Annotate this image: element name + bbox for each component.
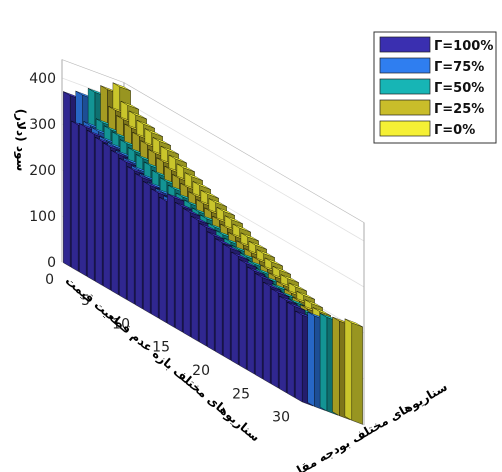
bar-face-top [200, 190, 219, 199]
bar-face-top [287, 302, 306, 311]
bar-face-left [127, 166, 135, 305]
bar-face-left [332, 316, 340, 417]
bar-face-top [280, 274, 299, 283]
bar-face-top [223, 244, 242, 253]
legend-entry: Γ=75% [434, 60, 484, 75]
bar-face-top [296, 291, 315, 300]
chart-bars [63, 82, 363, 425]
bar-face-top [263, 282, 282, 291]
x-tick-label: 20 [192, 363, 210, 379]
bar-face-top [208, 198, 227, 207]
x-tick-label: 5 [81, 293, 90, 309]
z-axis-label: سود (دلار) [13, 109, 28, 172]
bar-face-top [264, 257, 283, 267]
x-tick-label: 25 [232, 386, 250, 402]
z-tick-label: 0 [47, 255, 56, 271]
legend-entry: Γ=50% [434, 81, 484, 96]
chart-ticks: 0 100 200 300 400 0 5 10 15 20 25 30 [29, 71, 290, 426]
x-tick-label: 0 [45, 272, 54, 288]
bar-face-top [272, 266, 291, 275]
bar-face-top [168, 154, 187, 164]
bar-face-top [240, 232, 259, 242]
bar-face-left [263, 281, 271, 384]
bar-face-left [215, 238, 223, 356]
bar-face-left [135, 173, 143, 309]
bar-face-left [87, 129, 95, 281]
bar-face-left [95, 136, 103, 286]
bar-face-left [279, 295, 287, 393]
bar-face-left [143, 181, 151, 314]
bar-face-left [287, 301, 295, 398]
legend-entry: Γ=100% [434, 39, 493, 54]
bar-face-left [183, 208, 191, 337]
bar-face-left [207, 231, 215, 351]
bar-face-top [304, 299, 323, 308]
legend-swatch [379, 36, 431, 53]
bar-face-right [351, 322, 363, 425]
bar-face-left [63, 91, 71, 267]
bar-face-top [232, 223, 251, 233]
bar-face-top [288, 282, 307, 292]
bar-face-left [167, 193, 175, 328]
bar-face-top [176, 163, 195, 172]
bar-face-left [79, 123, 87, 277]
bar-face-top [184, 172, 203, 181]
bar-face-top [312, 307, 331, 316]
bar-face-left [239, 259, 247, 370]
legend-swatch [379, 57, 431, 74]
bar-face-top [192, 181, 211, 190]
legend-entry: Γ=25% [434, 102, 484, 117]
z-tick-label: 400 [29, 71, 56, 87]
bar [344, 318, 363, 425]
bar-face-left [111, 149, 119, 295]
bar-face-left [199, 222, 207, 347]
legend-swatch [379, 78, 431, 95]
bar-face-left [223, 243, 231, 361]
bar-face-top [248, 241, 267, 250]
bar-face-left [103, 142, 111, 291]
bar-face-left [247, 266, 255, 375]
bar-face-top [279, 295, 298, 305]
bar-face-left [175, 202, 183, 333]
bar-face-top [255, 273, 274, 282]
bar-face-left [319, 312, 328, 412]
bar-face-top [120, 101, 139, 110]
x-tick-label: 30 [272, 410, 290, 426]
bar-face-left [231, 251, 239, 365]
bar-face-left [271, 288, 279, 389]
bar-face-top [160, 146, 179, 155]
bar-face-top [128, 110, 147, 120]
bar-face-top [256, 249, 275, 258]
z-tick-label: 100 [29, 209, 56, 225]
legend-swatch [379, 99, 431, 116]
bar-face-top [247, 266, 266, 276]
bar-face-left [159, 196, 167, 323]
bar-face-top [216, 207, 235, 216]
bar-face-top [239, 259, 258, 268]
legend: Γ=100% Γ=75% Γ=50% Γ=25% Γ=0% [373, 31, 497, 144]
x-tick-label: 10 [112, 316, 130, 332]
x-tick-label: 15 [152, 340, 170, 356]
bar-face-left [307, 311, 315, 407]
z-tick-label: 300 [29, 117, 56, 133]
bar-face-top [224, 215, 243, 224]
legend-swatch [379, 120, 431, 137]
bar-face-top [144, 128, 163, 137]
bar-face-top [152, 137, 171, 146]
bar-face-left [191, 215, 199, 342]
bar-face-left [255, 273, 263, 379]
bar-face-top [136, 120, 155, 129]
bar-face-top [231, 251, 250, 261]
bar-face-left [151, 188, 159, 319]
bar-face-top [344, 318, 363, 328]
bar-face-top [271, 288, 290, 297]
bar-face-left [119, 157, 127, 300]
bar-face-left [295, 310, 303, 403]
legend-entry: Γ=0% [434, 123, 475, 138]
bar-face-left [71, 120, 79, 272]
z-tick-label: 200 [29, 163, 56, 179]
bar-face-left [344, 318, 352, 421]
bar-face-top [112, 82, 131, 91]
